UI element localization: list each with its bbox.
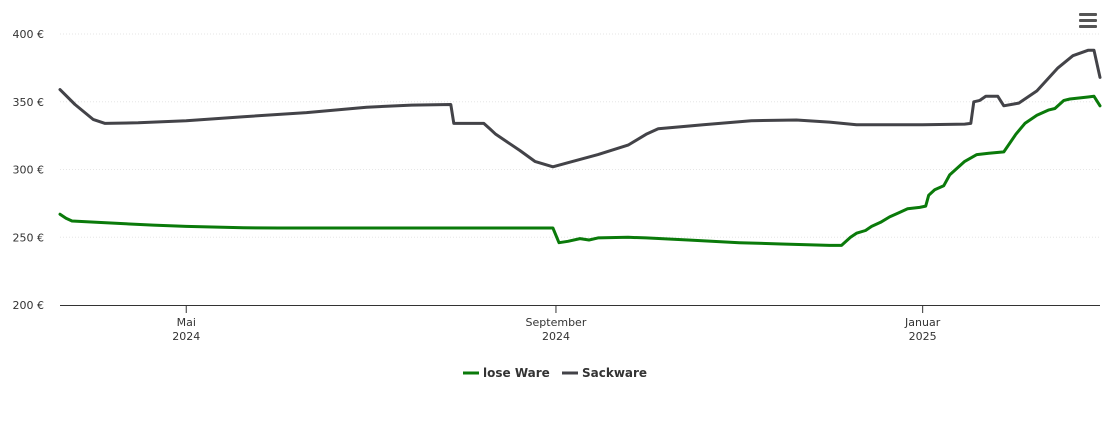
legend-label: Sackware — [582, 366, 647, 380]
series-lines — [58, 48, 1102, 247]
x-tick-year-label: 2025 — [909, 330, 937, 343]
x-tick-year-label: 2024 — [542, 330, 570, 343]
legend[interactable]: lose Ware Sackware — [463, 366, 647, 380]
x-tick-label: September — [526, 316, 587, 329]
x-tick-label: Mai — [177, 316, 196, 329]
series-line-lose-ware — [58, 94, 1102, 247]
y-axis-tick-labels: 400 € 350 € 300 € 250 € 200 € — [13, 28, 45, 312]
y-tick-label: 250 € — [13, 231, 45, 244]
legend-item-lose-ware[interactable]: lose Ware — [463, 366, 550, 380]
x-tick-year-label: 2024 — [172, 330, 200, 343]
y-tick-label: 350 € — [13, 96, 45, 109]
chart-menu-icon[interactable] — [1076, 10, 1100, 32]
x-tick-label: Januar — [904, 316, 941, 329]
y-tick-label: 300 € — [13, 164, 45, 177]
grid-lines — [60, 33, 1100, 238]
legend-item-sackware[interactable]: Sackware — [562, 366, 647, 380]
y-tick-label: 400 € — [13, 28, 45, 41]
y-tick-label: 200 € — [13, 299, 45, 312]
series-line-sackware — [58, 48, 1102, 169]
legend-label: lose Ware — [483, 366, 550, 380]
